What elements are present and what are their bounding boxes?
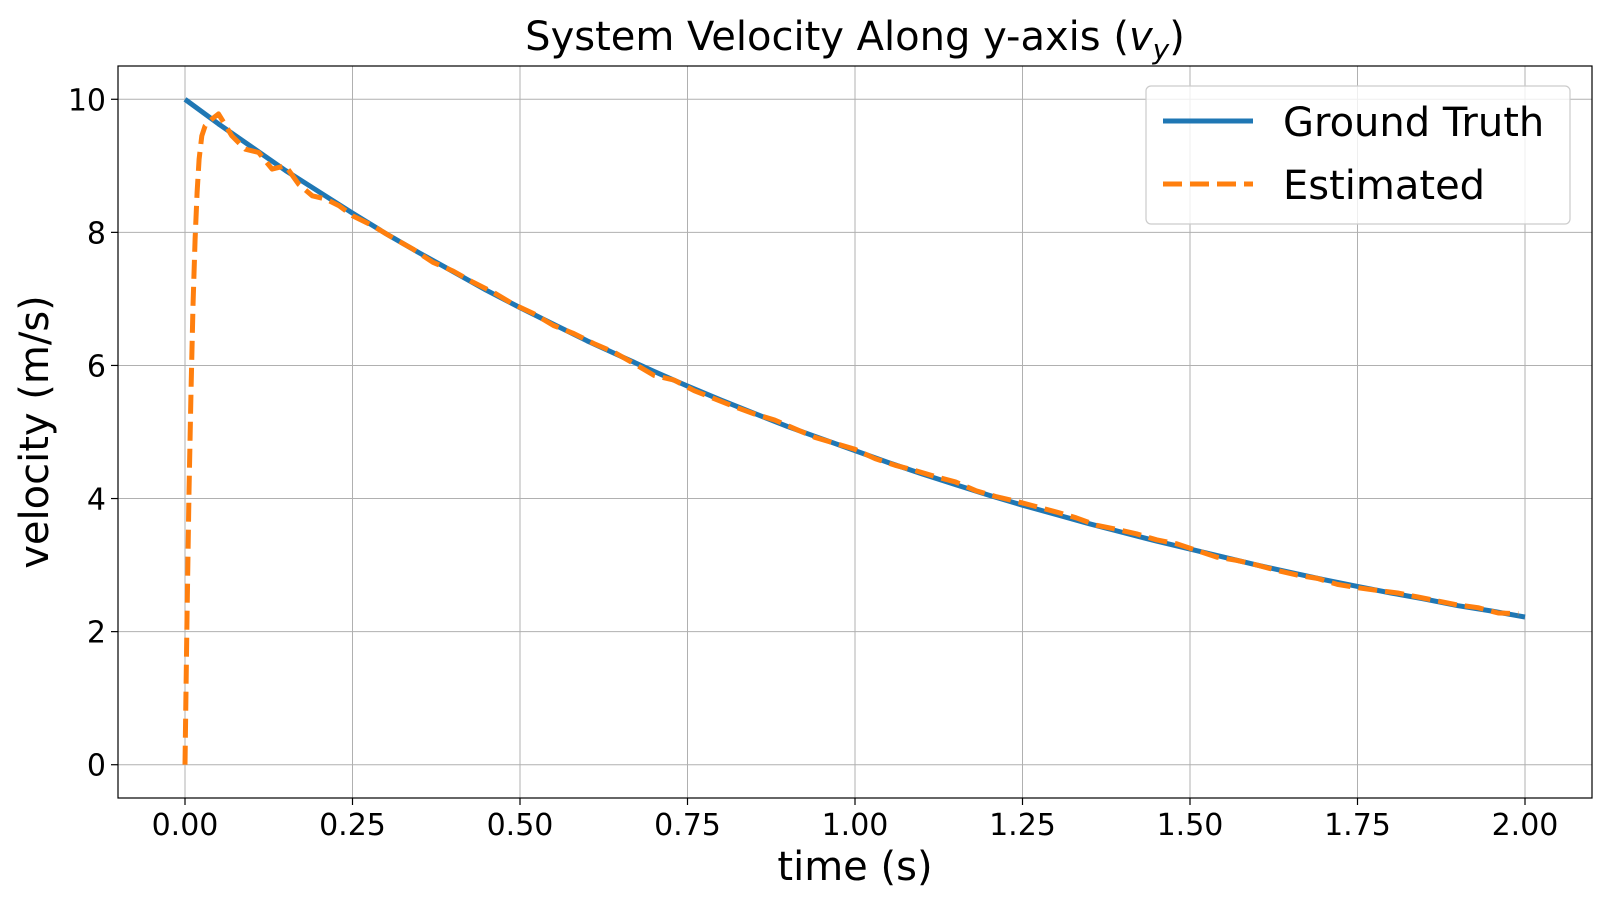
tick-layer: 0.00 0.25 0.50 0.75 1.00 1.25 1.50 1.75 2.00 0 2 4 6… bbox=[68, 83, 1559, 843]
x-tick-label: 1.75 bbox=[1324, 808, 1391, 843]
y-tick-label: 8 bbox=[87, 216, 106, 251]
x-tick-label: 2.00 bbox=[1492, 808, 1559, 843]
chart-title: System Velocity Along y-axis (vy) bbox=[525, 14, 1185, 66]
x-tick-label: 1.00 bbox=[822, 808, 889, 843]
y-tick-label: 6 bbox=[87, 349, 106, 384]
x-tick-label: 1.25 bbox=[989, 808, 1056, 843]
y-tick-label: 2 bbox=[87, 616, 106, 651]
legend-estimated-label: Estimated bbox=[1283, 163, 1485, 209]
title-prefix: System Velocity Along y-axis ( bbox=[525, 14, 1129, 60]
x-tick-label: 0.00 bbox=[152, 808, 219, 843]
legend: Ground Truth Estimated bbox=[1145, 85, 1571, 225]
y-tick-label: 4 bbox=[87, 483, 106, 518]
y-axis-label: velocity (m/s) bbox=[12, 295, 58, 569]
x-axis-label: time (s) bbox=[777, 844, 932, 890]
series-line-estimated bbox=[182, 111, 1519, 765]
series-layer bbox=[182, 97, 1526, 765]
title-variable: v bbox=[1129, 14, 1154, 60]
title-suffix: ) bbox=[1169, 14, 1185, 60]
x-tick-label: 1.50 bbox=[1157, 808, 1224, 843]
x-tick-label: 0.75 bbox=[654, 808, 721, 843]
x-tick-label: 0.50 bbox=[487, 808, 554, 843]
y-tick-label: 0 bbox=[87, 749, 106, 784]
title-subscript: y bbox=[1152, 33, 1170, 66]
y-tick-label: 10 bbox=[68, 83, 106, 118]
legend-ground-truth-label: Ground Truth bbox=[1283, 100, 1544, 146]
grid-layer bbox=[118, 66, 1592, 798]
x-tick-label: 0.25 bbox=[319, 808, 386, 843]
